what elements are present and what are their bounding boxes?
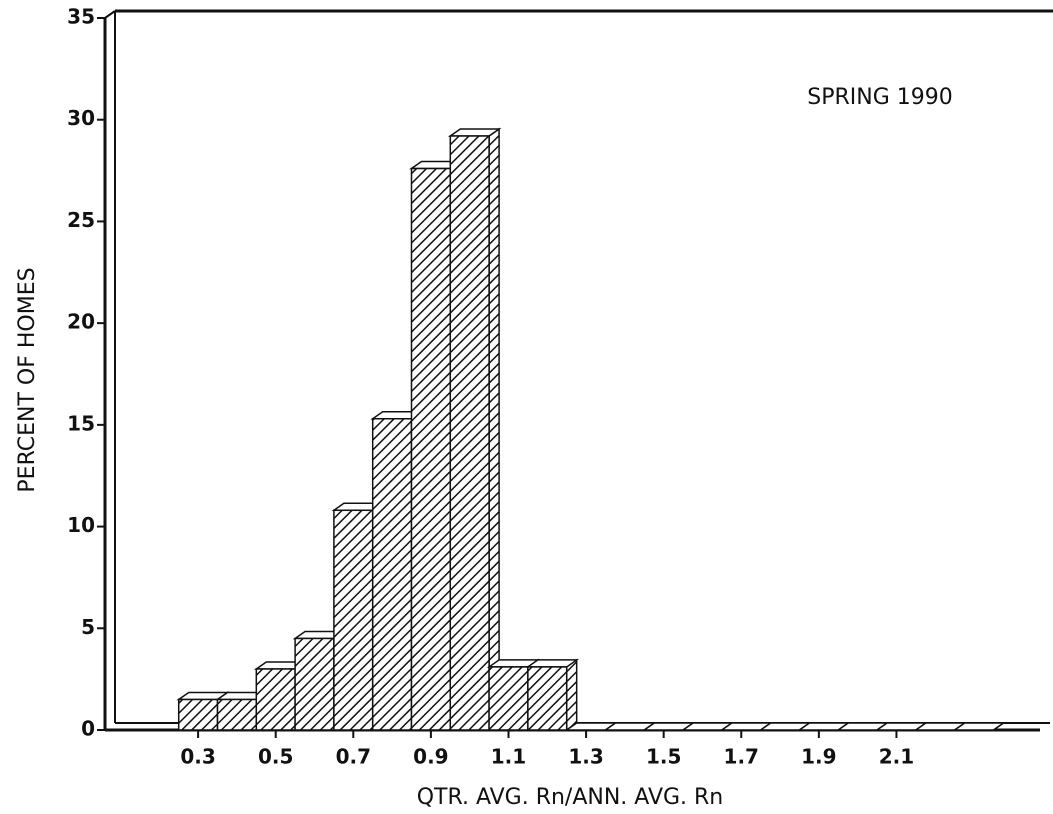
bar xyxy=(410,167,452,731)
bar xyxy=(488,666,529,731)
bar xyxy=(177,698,219,731)
x-tick-label: 1.7 xyxy=(724,745,759,769)
x-tick-label: 1.5 xyxy=(646,745,681,769)
bar xyxy=(371,418,413,731)
y-tick-label: 5 xyxy=(81,615,95,639)
x-tick-label: 0.7 xyxy=(336,745,371,769)
y-tick-label: 35 xyxy=(67,5,95,29)
x-tick-label: 0.3 xyxy=(180,745,215,769)
bar xyxy=(216,698,258,731)
bar-top xyxy=(447,128,502,137)
bar-top xyxy=(525,659,580,668)
bar xyxy=(294,637,335,731)
y-tick-label: 30 xyxy=(67,106,95,130)
y-axis-label: PERCENT OF HOMES xyxy=(15,267,40,492)
x-tick-label: 0.5 xyxy=(258,745,293,769)
bar xyxy=(333,509,374,731)
bar xyxy=(255,668,296,731)
x-tick-label: 2.1 xyxy=(879,745,914,769)
bar-top xyxy=(952,722,1006,731)
bar-side xyxy=(565,658,578,732)
y-tick-label: 15 xyxy=(67,411,95,435)
x-tick-label: 1.9 xyxy=(801,745,836,769)
y-tick-label: 0 xyxy=(81,717,95,741)
annotation: SPRING 1990 xyxy=(807,85,953,110)
y-tick-label: 10 xyxy=(67,513,95,537)
bar-side xyxy=(488,127,500,732)
x-tick-label: 1.3 xyxy=(568,745,603,769)
x-tick-label: 0.9 xyxy=(413,745,448,769)
x-axis-label: QTR. AVG. Rn/ANN. AVG. Rn xyxy=(417,785,724,810)
frame-corner xyxy=(104,10,116,19)
y-tick-label: 25 xyxy=(67,208,95,232)
bar xyxy=(527,666,568,731)
x-tick-label: 1.1 xyxy=(491,745,526,769)
bar xyxy=(449,135,490,731)
y-tick-label: 20 xyxy=(67,310,95,334)
